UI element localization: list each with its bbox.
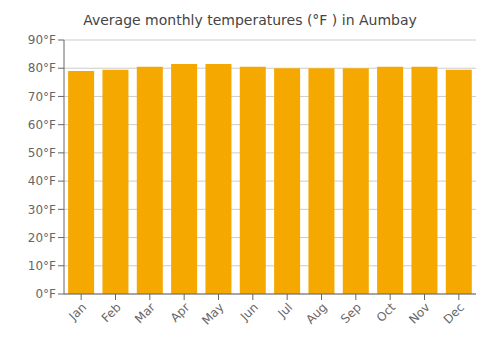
svg-text:90°F: 90°F [28, 33, 56, 47]
svg-text:Sep: Sep [338, 300, 364, 326]
svg-text:Apr: Apr [168, 300, 193, 325]
svg-text:20°F: 20°F [28, 231, 56, 245]
svg-text:Aug: Aug [303, 300, 329, 326]
html-text:Average monthly temperatures (: Average monthly temperatures (°F ) in Au… [83, 12, 417, 28]
svg-text:30°F: 30°F [28, 203, 56, 217]
svg-text:40°F: 40°F [28, 174, 56, 188]
svg-text:Jul: Jul [274, 300, 295, 321]
svg-text:Jan: Jan [66, 300, 90, 324]
svg-text:50°F: 50°F [28, 146, 56, 160]
svg-text:60°F: 60°F [28, 118, 56, 132]
svg-text:May: May [199, 300, 226, 327]
svg-text:Jun: Jun [237, 300, 261, 324]
svg-text:Feb: Feb [99, 300, 124, 325]
svg-text:Dec: Dec [441, 300, 467, 326]
svg-text:80°F: 80°F [28, 61, 56, 75]
svg-text:Nov: Nov [406, 300, 432, 326]
svg-text:Mar: Mar [132, 300, 158, 326]
svg-text:Oct: Oct [374, 300, 399, 325]
svg-text:0°F: 0°F [35, 287, 56, 301]
svg-text:70°F: 70°F [28, 90, 56, 104]
svg-text:10°F: 10°F [28, 259, 56, 273]
